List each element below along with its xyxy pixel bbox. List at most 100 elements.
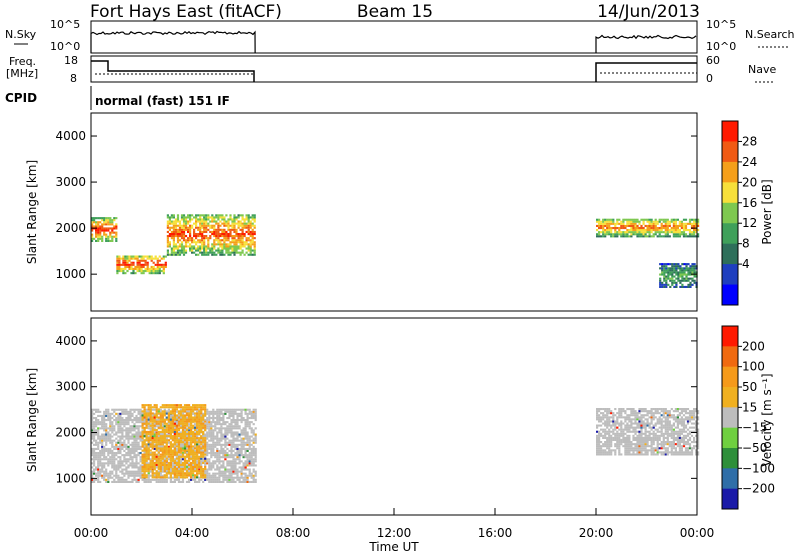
echo-cell [240,431,243,434]
echo-cell [146,267,149,270]
echo-cell [91,421,94,424]
echo-cell [636,443,639,446]
echo-cell [650,227,653,230]
echo-cell [184,222,188,225]
echo-cell [239,239,242,242]
echo-cell [182,230,186,233]
echo-cell [139,476,142,479]
echo-cell [187,222,190,225]
echo-cell [113,458,116,461]
echo-cell [188,435,191,438]
echo-cell [199,220,202,223]
echo-cell [97,414,100,417]
echo-cell [244,454,247,457]
echo-cell [676,227,679,230]
echo-cell [630,422,633,425]
echo-cell [620,420,623,423]
echo-cell [630,418,633,421]
echo-cell [229,245,232,248]
echo-cell [187,237,190,240]
echo-cell [97,223,100,226]
echo-cell [171,430,174,433]
echo-cell [242,437,245,440]
echo-cell [206,410,209,413]
echo-cell [624,235,627,238]
echo-cell [167,463,170,466]
echo-cell [232,417,235,420]
echo-cell [241,224,244,227]
echo-cell [117,441,120,444]
echo-cell [210,433,213,436]
echo-cell [133,456,136,459]
echo-cell [147,433,150,436]
echo-cell [606,436,609,439]
echo-cell [234,433,237,436]
echo-cell [682,222,686,225]
echo-cell [169,445,172,448]
echo-cell [238,462,241,465]
echo-cell [165,412,168,415]
echo-cell [118,265,121,268]
echo-cell [640,227,643,230]
echo-cell [251,233,254,236]
echo-cell [158,259,161,262]
echo-cell [99,231,102,234]
echo-cell [204,452,207,455]
echo-cell [252,433,255,436]
echo-cell [95,441,98,444]
echo-cell [214,435,217,438]
echo-cell [105,414,108,417]
echo-cell [113,456,116,459]
echo-cell [693,275,696,278]
echo-cell [602,222,605,225]
echo-cell [204,443,207,446]
echo-cell [234,408,237,411]
echo-cell [220,443,223,446]
echo-cell [697,233,700,236]
echo-cell [192,410,195,413]
echo-cell [223,243,226,246]
echo-cell [135,433,138,436]
echo-cell [208,472,211,475]
echo-cell [630,224,633,227]
echo-cell [250,417,253,420]
echo-cell [622,233,625,236]
echo-cell [192,439,195,442]
echo-cell [216,466,219,469]
echo-cell [107,439,110,442]
echo-cell [654,227,657,230]
echo-cell [604,430,607,433]
echo-cell [117,474,120,477]
colorbar-segment [722,161,738,183]
echo-cell [239,251,242,254]
echo-cell [253,247,256,250]
echo-cell [169,457,172,460]
echo-cell [185,428,189,431]
echo-cell [634,410,637,413]
echo-cell [196,453,199,456]
echo-cell [127,458,130,461]
echo-cell [142,265,145,268]
echo-cell [236,468,239,471]
echo-cell [652,227,655,230]
echo-cell [208,458,211,461]
echo-cell [204,423,207,426]
echo-cell [232,433,235,436]
echo-cell [632,229,635,232]
echo-cell [236,462,239,465]
echo-cell [183,414,187,417]
echo-cell [253,214,256,217]
echo-cell [230,419,233,422]
echo-cell [630,229,633,232]
echo-cell [666,235,669,238]
echo-cell [173,464,176,467]
echo-cell [214,468,217,471]
echo-cell [143,408,146,411]
echo-cell [216,414,219,417]
echo-cell [149,420,152,423]
echo-cell [238,447,241,450]
echo-cell [187,220,190,223]
echo-cell [666,227,669,230]
echo-cell [207,222,210,225]
echo-cell [596,436,599,439]
